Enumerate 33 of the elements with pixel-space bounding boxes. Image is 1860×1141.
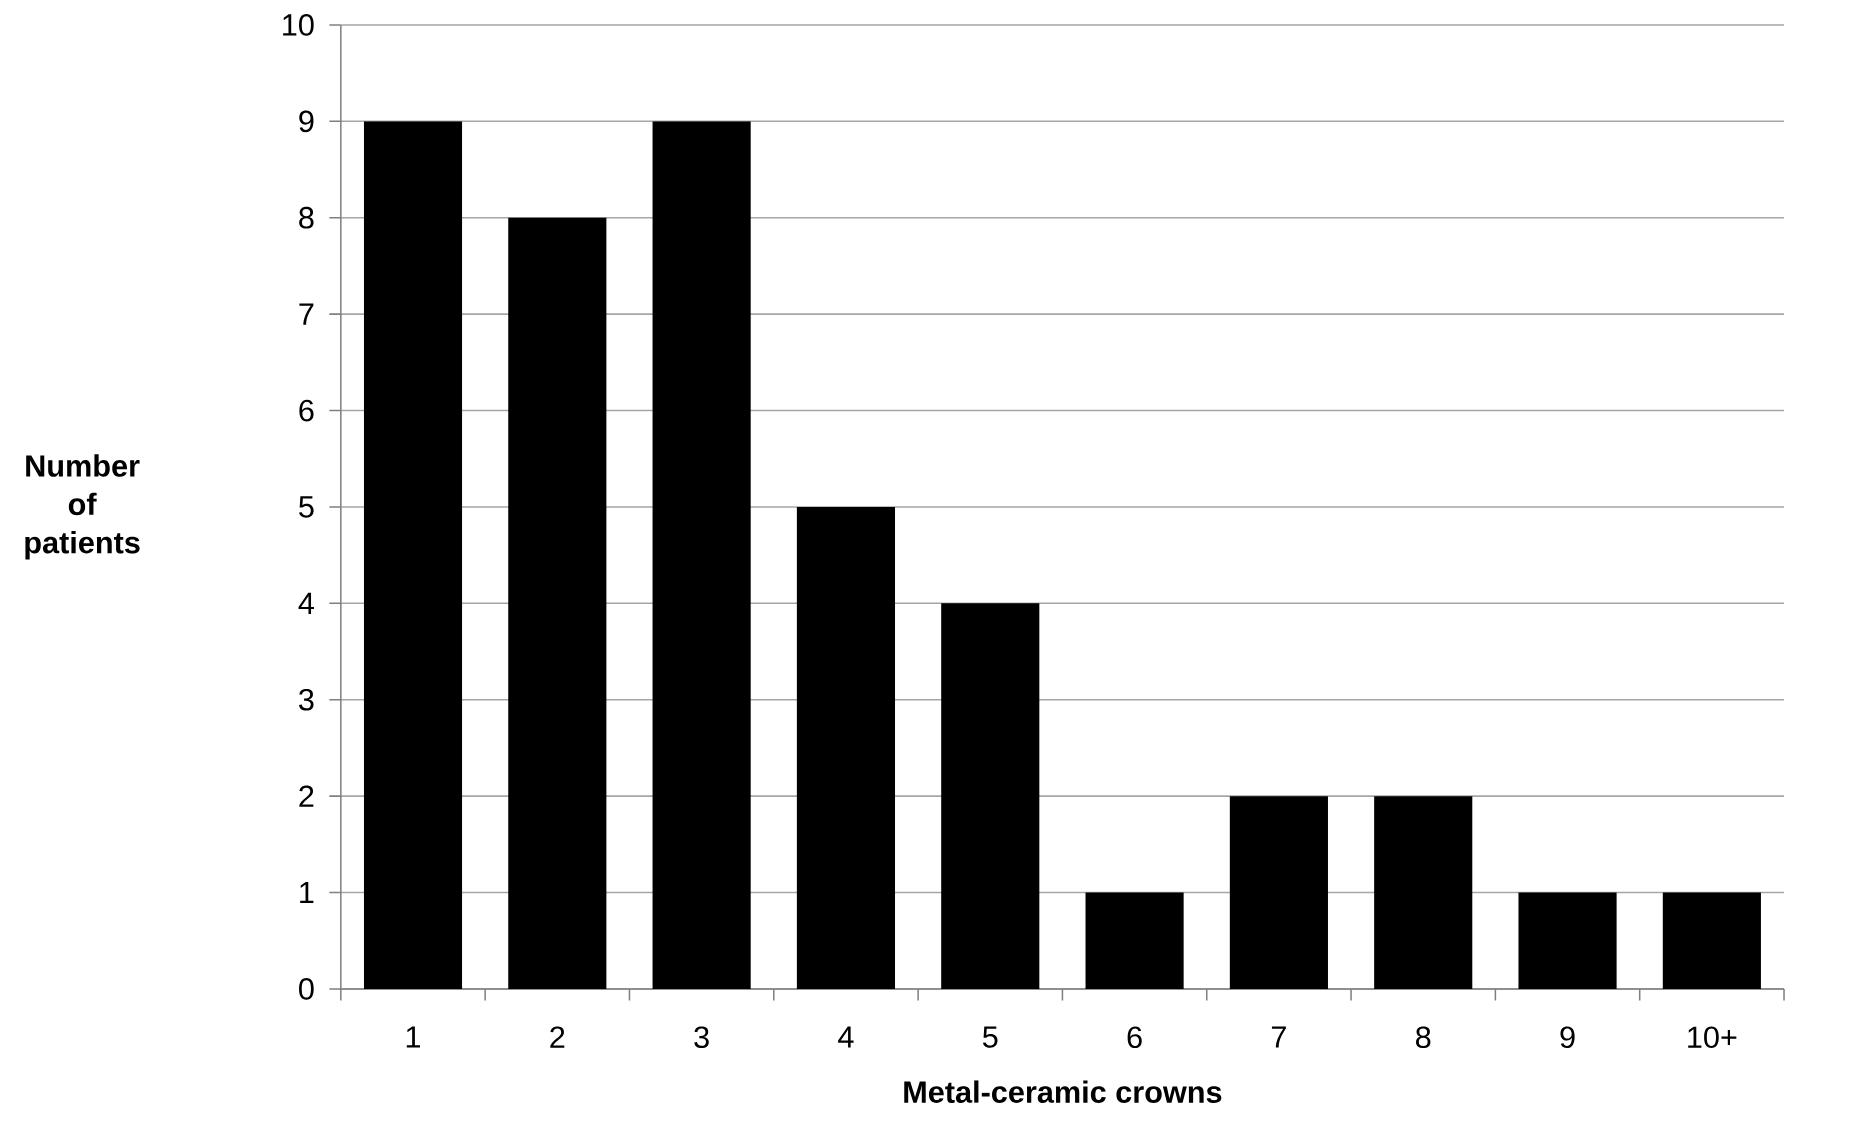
y-tick-label: 9: [299, 110, 314, 133]
x-tick-label: 3: [694, 1026, 709, 1048]
x-tick-label: 7: [1271, 1026, 1286, 1048]
x-axis-title: Metal-ceramic crowns: [904, 1080, 1222, 1103]
y-tick-label: 10: [283, 13, 314, 36]
bar: [1085, 892, 1184, 989]
x-tick-label: 8: [1416, 1026, 1431, 1048]
y-tick-label: 7: [299, 303, 314, 325]
bar: [1518, 892, 1617, 989]
x-tick-label: 1: [406, 1026, 421, 1048]
y-tick-label: 2: [299, 785, 314, 807]
bar: [652, 121, 751, 989]
x-tick-label: 9: [1560, 1026, 1575, 1048]
bar: [941, 603, 1040, 989]
y-tick-label: 5: [299, 496, 314, 518]
bar: [1662, 892, 1761, 989]
y-tick-label: 6: [299, 399, 314, 422]
x-tick-label: 6: [1127, 1026, 1142, 1048]
y-tick-label: 0: [299, 977, 314, 1000]
y-tick-label: 8: [299, 206, 314, 229]
y-axis-title: Number of patients: [25, 454, 140, 560]
x-tick-label: 5: [982, 1026, 998, 1048]
x-tick-label: 10+: [1688, 1026, 1737, 1048]
y-tick-label: 3: [299, 688, 314, 711]
bar: [796, 506, 896, 989]
y-tick-label: 4: [298, 592, 314, 614]
x-tick-label: 4: [838, 1026, 854, 1048]
bar: [363, 121, 463, 989]
bar: [1374, 795, 1473, 989]
bar: [508, 217, 607, 989]
bar: [1229, 795, 1328, 989]
x-tick-label: 2: [550, 1026, 565, 1048]
y-tick-label: 1: [300, 881, 314, 903]
